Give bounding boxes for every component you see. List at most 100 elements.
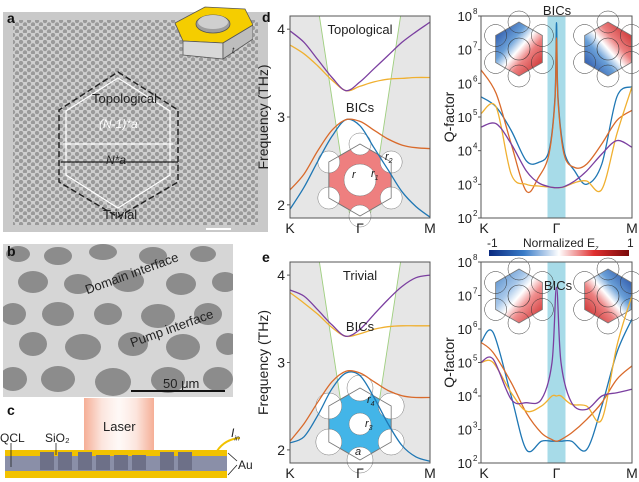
e-q-ytick-label: 10 (458, 356, 472, 371)
colorbar-min-label: -1 (487, 236, 498, 250)
panel-label-a: a (7, 10, 15, 26)
e-q-series-band4 (480, 286, 633, 411)
d-q-field-map-corner-hole (596, 10, 620, 34)
e-band-xtick-M: M (424, 465, 436, 481)
current-subscript: in (234, 435, 240, 443)
d-q-ytick-label: 10 (458, 76, 472, 91)
d-q-ytick-label: 10 (458, 9, 472, 24)
panel-label-c: c (7, 402, 15, 418)
label-outer-dim: N*a (106, 153, 127, 167)
panel-b (3, 244, 233, 397)
e-band-ylabel: Frequency (THz) (255, 310, 271, 415)
e-q-gamma-highlight (547, 262, 566, 463)
d-q-ytick-exponent: 6 (473, 74, 478, 83)
e-band-bics-annotation: BICs (346, 319, 375, 334)
e-q-ytick-exponent: 3 (473, 421, 478, 430)
d-q-ytick-label: 10 (458, 177, 472, 192)
d-band-unit-cell-outline (328, 143, 392, 217)
d-q-field-map-corner-hole (484, 24, 507, 47)
e-q-series-band2 (480, 341, 633, 442)
d-band-unit-cell-center-hole (343, 163, 377, 197)
e-q-ytick-label: 10 (458, 289, 472, 304)
e-inset-label-r3-sub: 3 (369, 425, 373, 432)
label-topological-region: Topological (92, 91, 158, 106)
colorbar-title-sub: z (595, 245, 599, 253)
d-q-ytick-label: 10 (458, 110, 472, 125)
d-q-field-map-corner-hole (507, 64, 531, 88)
e-q-field-map-corner-hole (507, 257, 531, 281)
d-q-field-map-corner-hole (620, 24, 639, 47)
d-q-ytick-exponent: 4 (473, 142, 478, 151)
e-q-field-map-corner-hole (573, 271, 596, 294)
e-band-title: Trivial (343, 268, 377, 283)
d-q-field-map-1 (584, 21, 632, 77)
e-band-series-band3 (289, 292, 430, 338)
d-band-title: Topological (327, 22, 392, 37)
d-band-series-band4 (289, 21, 431, 92)
d-q-field-map-corner-hole (573, 24, 596, 47)
e-q-xtick-K: K (479, 465, 489, 481)
d-q-field-map-hole (596, 37, 620, 61)
e-q-ytick-label: 10 (458, 322, 472, 337)
e-q-field-map-0 (495, 268, 543, 324)
e-band-ytick-label: 2 (277, 442, 285, 458)
d-q-field-map-corner-hole (531, 24, 554, 47)
e-q-field-map-corner-hole (531, 271, 554, 294)
e-band-ytick-label: 4 (277, 267, 285, 283)
e-band-series-band1 (289, 371, 431, 462)
d-q-field-map-corner-hole (596, 64, 620, 88)
e-q-field-map-hole (507, 284, 531, 308)
d-band-light-cone-interior (319, 16, 401, 218)
e-q-ytick-exponent: 5 (473, 354, 478, 363)
e-band-series-band4 (289, 274, 431, 337)
d-inset-label-r1-sub: 1 (375, 175, 379, 182)
inner-hexagon (65, 77, 171, 209)
e-band-xtick-K: K (285, 465, 295, 481)
d-q-field-map-hole (507, 37, 531, 61)
d-inset-label-r: r (352, 169, 357, 181)
d-q-ytick-label: 10 (458, 43, 472, 58)
label-sio2: SiO₂ (45, 431, 70, 445)
e-q-ytick-label: 10 (458, 456, 472, 471)
e-q-field-map-corner-hole (596, 257, 620, 281)
label-current: Iin (231, 426, 240, 442)
e-q-ytick-label: 10 (458, 423, 472, 438)
d-q-ytick-exponent: 5 (473, 108, 478, 117)
e-inset-label-r4-sub: 4 (371, 401, 375, 408)
d-q-field-map-corner-hole (620, 51, 639, 74)
e-q-field-map-corner-hole (484, 298, 507, 321)
e-inset-label-a: a (355, 446, 361, 458)
d-band-ytick-label: 4 (277, 21, 285, 37)
d-band-series-band1 (289, 118, 431, 218)
d-q-series-band4 (480, 122, 633, 189)
d-inset-label-r2: r2 (385, 151, 393, 165)
d-q-gamma-highlight (547, 16, 566, 218)
d-q-field-map-corner-hole (507, 10, 531, 34)
d-q-ytick-exponent: 2 (473, 209, 478, 218)
e-q-ytick-exponent: 2 (473, 454, 478, 463)
label-qcl: QCL (0, 431, 25, 445)
e-q-field-map-corner-hole (484, 271, 507, 294)
d-q-xtick-K: K (479, 220, 489, 236)
panel-label-b: b (7, 243, 16, 259)
d-q-series-band2 (480, 37, 633, 194)
d-inset-label-r2-sub: 2 (388, 158, 393, 165)
current-symbol: I (231, 426, 235, 440)
label-laser: Laser (103, 419, 136, 434)
label-inner-dim: (N-1)*a (99, 117, 138, 131)
colorbar-title: Normalized Ez (523, 236, 599, 252)
d-q-field-map-0 (495, 21, 543, 77)
colorbar (489, 250, 629, 256)
e-q-ylabel: Q-factor (441, 337, 457, 388)
panel-label-d: d (262, 9, 271, 25)
d-q-xtick-Gamma: Γ (553, 220, 561, 236)
e-q-bics-annotation: BICs (544, 278, 573, 293)
d-q-series-band1 (480, 22, 633, 185)
e-band-ytick-label: 3 (277, 355, 285, 371)
laser-beam (84, 398, 154, 456)
device-cross-section (5, 398, 241, 478)
unit-cell-3d-inset: t (174, 6, 253, 60)
d-q-ytick-exponent: 3 (473, 175, 478, 184)
d-q-field-map-corner-hole (531, 51, 554, 74)
